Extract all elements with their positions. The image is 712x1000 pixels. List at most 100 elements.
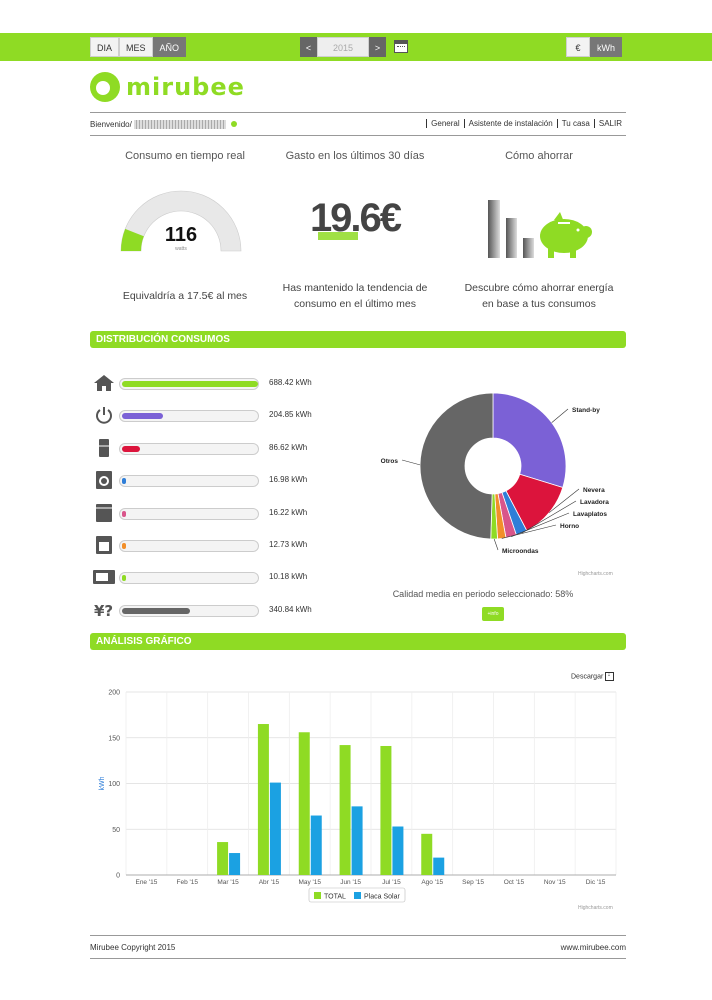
x-tick-label: Feb '15	[177, 879, 199, 886]
download-label: Descargar	[571, 673, 604, 681]
user-nav: Bienvenido/ General Asistente de instala…	[90, 112, 626, 136]
distribution-value: 16.98 kWh	[269, 475, 308, 485]
bar[interactable]	[217, 842, 229, 875]
distribution-bar-track	[119, 442, 259, 455]
legend-swatch[interactable]	[314, 892, 321, 899]
distribution-bar-fill	[122, 510, 126, 517]
spend-note-1: Has mantenido la tendencia de	[282, 282, 428, 294]
bar-chart-credit[interactable]: Highcharts.com	[578, 905, 613, 911]
x-tick-label: Ago '15	[421, 879, 443, 886]
distribution-bar-track	[119, 507, 259, 520]
bar[interactable]	[257, 724, 269, 875]
legend-label[interactable]: TOTAL	[324, 894, 346, 901]
pie-connector	[521, 500, 577, 534]
realtime-panel: Consumo en tiempo real 116 watts Equival…	[96, 150, 274, 310]
savings-panel[interactable]: Cómo ahorrar Descubre cómo ahorrar energ…	[450, 150, 628, 310]
period-year-button[interactable]: AÑO	[152, 37, 187, 57]
distribution-bar-fill	[122, 543, 126, 549]
y-tick-label: 100	[108, 781, 120, 788]
realtime-unit: watts	[175, 246, 187, 252]
pie-connector	[551, 408, 569, 423]
y-axis-label: kWh	[99, 776, 106, 790]
period-month-button[interactable]: MES	[119, 37, 153, 57]
period-day-button[interactable]: DIA	[90, 37, 120, 57]
welcome-text: Bienvenido/	[90, 120, 238, 130]
svg-text:¥?: ¥?	[94, 602, 113, 619]
period-selector: DIA MES AÑO	[90, 37, 187, 57]
logo-text: mirubee	[126, 73, 245, 101]
x-tick-label: Jun '15	[340, 879, 361, 886]
distribution-bar-track	[119, 475, 259, 488]
bar[interactable]	[421, 833, 433, 875]
pie-label: Horno	[560, 523, 579, 530]
unit-kwh-button[interactable]: kWh	[590, 37, 622, 57]
download-button[interactable]: Descargar	[571, 671, 615, 681]
bar[interactable]	[339, 745, 351, 875]
distribution-bar-fill	[122, 575, 126, 582]
distribution-bar-track	[119, 410, 259, 423]
pie-connector	[493, 538, 499, 551]
pie-slice[interactable]	[492, 392, 567, 488]
prev-year-button[interactable]: <	[300, 37, 317, 57]
more-info-button[interactable]: +info	[482, 607, 504, 621]
pie-chart-credit[interactable]: Highcharts.com	[578, 571, 613, 577]
fridge-icon	[93, 438, 115, 457]
footer: Mirubee Copyright 2015 www.mirubee.com	[90, 935, 626, 959]
year-navigator: < 2015 >	[300, 37, 386, 57]
website-link[interactable]: www.mirubee.com	[560, 943, 626, 952]
distribution-bar-track	[119, 378, 259, 390]
y-tick-label: 0	[116, 873, 120, 880]
bar[interactable]	[433, 857, 445, 875]
pie-slice[interactable]	[419, 392, 494, 540]
x-tick-label: Sep '15	[462, 879, 484, 886]
nav-link-installation[interactable]: Asistente de instalación	[463, 119, 557, 128]
bar[interactable]	[269, 782, 281, 875]
section-header-analysis: ANÁLISIS GRÁFICO	[90, 633, 626, 650]
next-year-button[interactable]: >	[369, 37, 386, 57]
pie-connector	[548, 488, 580, 513]
nav-link-logout[interactable]: SALIR	[593, 119, 626, 128]
bar[interactable]	[298, 732, 310, 875]
distribution-bar-fill	[122, 478, 126, 485]
savings-note-2: en base a tus consumos	[482, 298, 596, 310]
copyright-text: Mirubee Copyright 2015	[90, 943, 176, 952]
house-icon	[93, 374, 115, 392]
download-icon	[605, 671, 615, 681]
gauge-fill	[121, 228, 144, 251]
bar[interactable]	[310, 815, 322, 875]
unit-euro-button[interactable]: €	[566, 37, 590, 57]
pie-connector	[511, 512, 570, 537]
distribution-value: 86.62 kWh	[269, 442, 308, 452]
bar[interactable]	[351, 806, 363, 875]
oven-icon	[93, 536, 115, 554]
unknown-plug-icon: ¥?	[93, 601, 115, 620]
bar[interactable]	[380, 745, 392, 875]
nav-link-home[interactable]: Tu casa	[556, 119, 594, 128]
brand-logo[interactable]: mirubee	[90, 70, 245, 104]
piggy-bank-bars-icon	[488, 200, 592, 258]
distribution-bar-fill	[122, 607, 190, 614]
distribution-row: 16.98 kWh	[93, 471, 333, 490]
legend-swatch[interactable]	[354, 892, 361, 899]
nav-link-general[interactable]: General	[426, 119, 463, 128]
y-tick-label: 150	[108, 735, 120, 742]
quality-text: Calidad media en periodo seleccionado: 5…	[392, 589, 574, 599]
distribution-row: 12.73 kWh	[93, 536, 333, 554]
pie-connector	[501, 524, 557, 539]
spend-title: Gasto en los últimos 30 días	[285, 150, 425, 162]
distribution-value: 12.73 kWh	[269, 540, 308, 549]
calendar-icon[interactable]	[394, 40, 408, 53]
bar[interactable]	[229, 853, 241, 875]
distribution-bar-fill	[122, 445, 140, 452]
pie-label: Microondas	[502, 548, 539, 555]
online-status-icon	[231, 121, 238, 127]
top-toolbar: DIA MES AÑO < 2015 > € kWh	[0, 33, 712, 61]
legend-label[interactable]: Placa Solar	[364, 894, 400, 901]
bar[interactable]	[392, 826, 404, 875]
pie-label: Lavadora	[580, 499, 609, 506]
x-tick-label: Mar '15	[217, 879, 239, 886]
power-icon	[93, 406, 115, 425]
gauge-track	[120, 190, 242, 252]
x-tick-label: Dic '15	[586, 879, 606, 886]
year-field[interactable]: 2015	[317, 37, 369, 57]
